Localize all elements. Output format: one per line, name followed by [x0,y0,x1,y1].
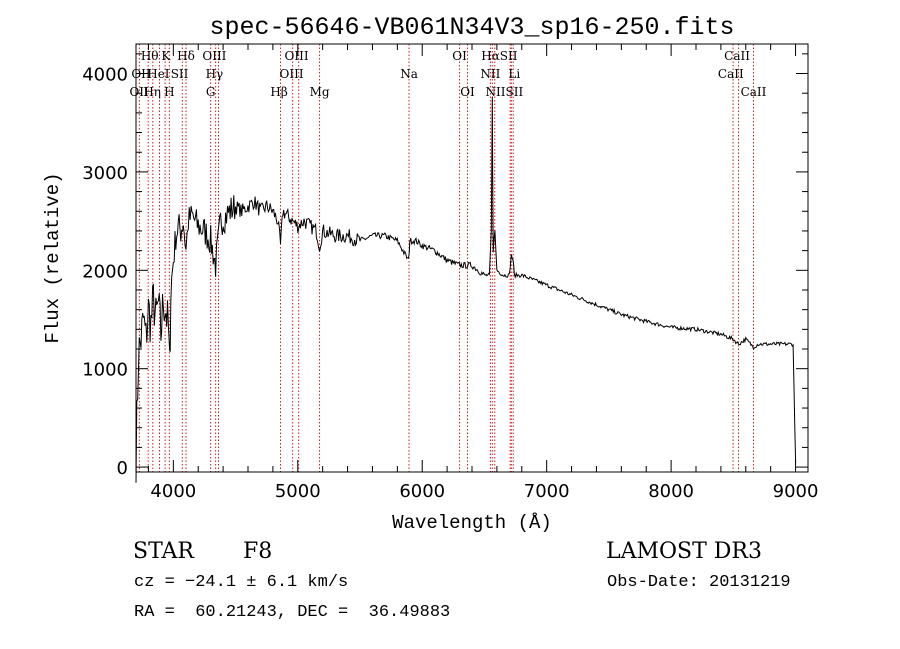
chart-title: spec-56646-VB061N34V3_sp16-250.fits [209,13,734,42]
annotation-label: Hδ [177,49,195,63]
line-annotations [138,44,754,472]
y-tick-label: 1000 [82,360,128,381]
annotation-label: HαSII [481,49,518,63]
annotation-label: SII [171,67,189,81]
annotation-label: K [161,49,171,63]
annotation-label: Hβ [270,85,287,99]
annotation-label: Hη [143,85,161,99]
y-axis-label: Flux (relative) [42,172,64,343]
annotation-label: Li [508,67,520,81]
annotation-label: CaII [718,67,744,81]
spectrum-layer [135,96,797,483]
survey-name: LAMOST DR3 [606,539,762,564]
annotation-label: OIII [202,49,226,63]
y-tick-label: 0 [117,458,128,479]
annotation-label: Mg [310,85,330,99]
annotation-label: HeI [147,67,170,81]
annotation-label: OI [460,85,475,99]
x-tick-label: 4000 [150,481,196,502]
annotation-label: Hθ [141,49,159,63]
annotation-label: OII [129,85,149,99]
x-tick-label: 9000 [773,481,819,502]
x-tick-label: 5000 [275,481,321,502]
x-axis-label: Wavelength (Å) [392,512,552,534]
x-tick-label: 8000 [648,481,694,502]
y-tick-label: 2000 [82,261,128,282]
annotation-label: Na [400,67,418,81]
annotation-label: OIII [285,49,309,63]
x-tick-label: 7000 [524,481,570,502]
annotation-label: NII [480,67,500,81]
y-tick-label: 4000 [82,65,128,86]
obs-date: Obs-Date: 20131219 [607,573,791,592]
x-tick-label: 6000 [399,481,445,502]
object-type: STAR [133,539,194,564]
annotation-label: CaII [724,49,750,63]
x-axis: 4000 5000 6000 7000 8000 9000 [147,44,819,502]
annotation-label: Hγ [206,67,224,81]
plot-frame [135,43,809,473]
spectrum-line [135,96,797,483]
annotation-label: G [206,85,216,99]
spectral-subclass: F8 [243,539,273,564]
annotation-label: NIISII [486,85,524,99]
y-tick-label: 3000 [82,163,128,184]
annotation-label: CaII [741,85,767,99]
annotation-label: OI [452,49,467,63]
redshift-text: cz = −24.1 ± 6.1 km/s [134,573,349,592]
y-axis: 0 1000 2000 3000 4000 [82,53,808,479]
line-annotation-labels: Hθ K Hδ OIII OIII OI HαSII CaII OII HeI SII Hγ OIII N… [129,49,766,99]
annotation-label: OIII [280,67,304,81]
coordinates: RA = 60.21243, DEC = 36.49883 [134,603,451,622]
annotation-label: H [164,85,174,99]
